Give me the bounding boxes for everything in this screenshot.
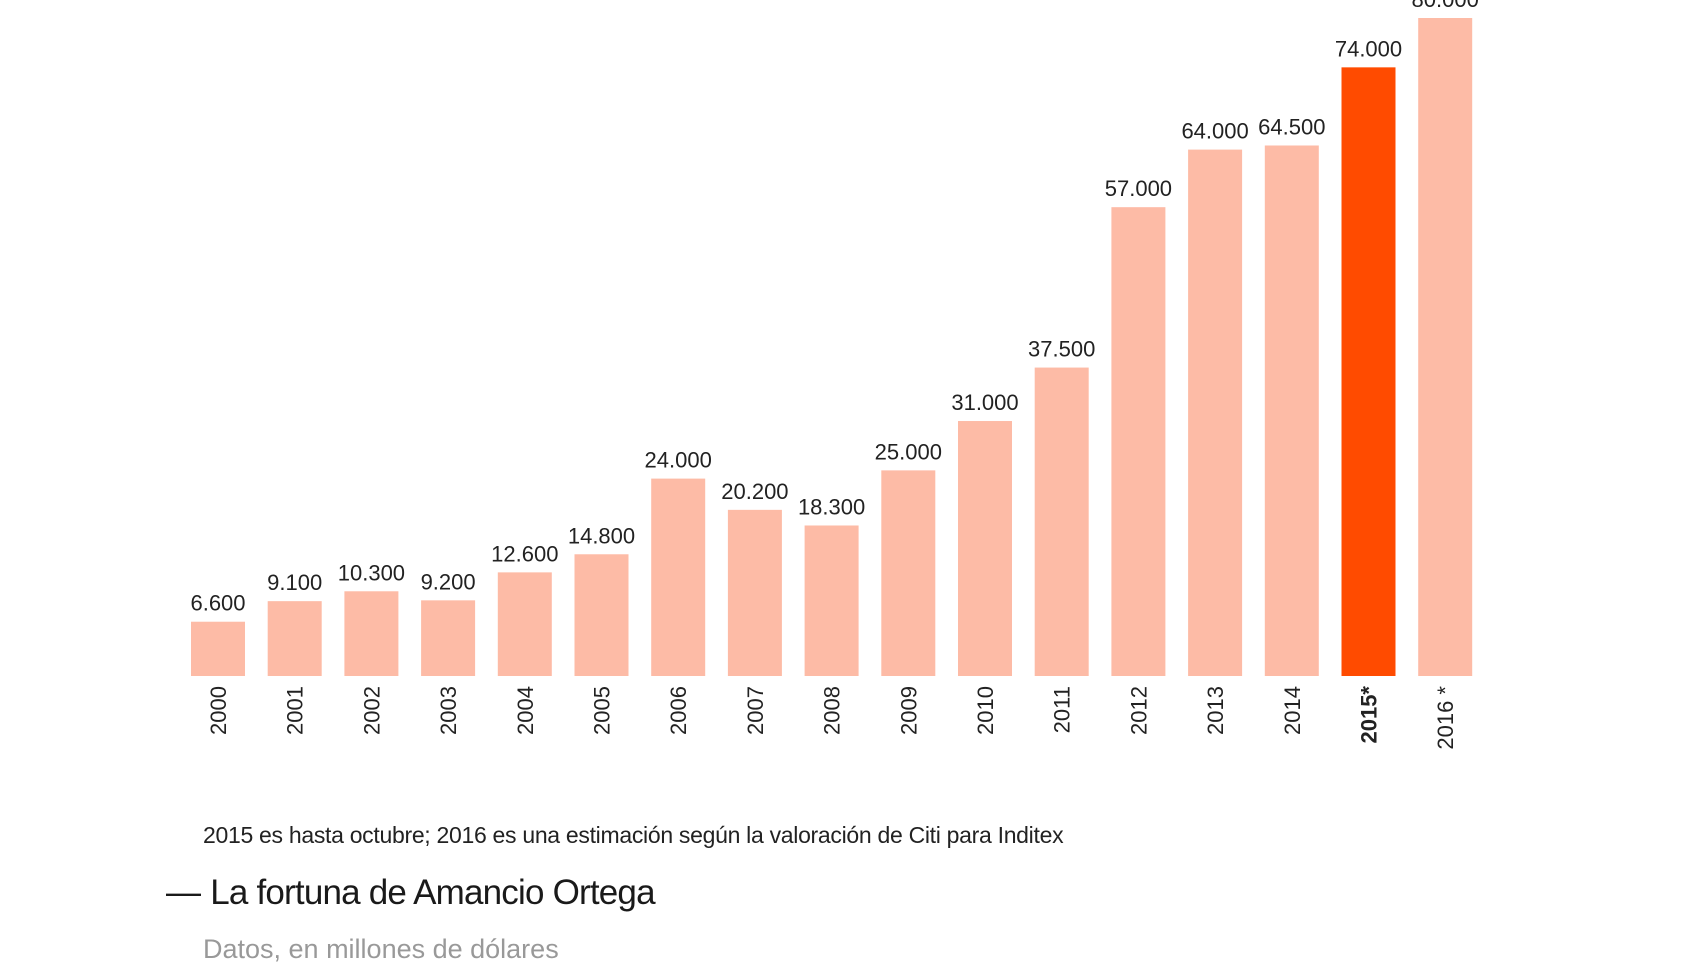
data-label: 64.500 (1258, 114, 1325, 139)
bar-2004 (497, 572, 552, 676)
bar-chart: 6.600 2000 9.100 2001 10.300 2002 9.200 2003 12.… (190, 0, 1479, 750)
bar-2012 (1111, 207, 1166, 677)
bar-2013 (1188, 149, 1243, 677)
data-label: 14.800 (568, 523, 635, 548)
x-tick-label: 2016 * (1433, 686, 1458, 750)
data-label: 57.000 (1105, 176, 1172, 201)
bar-2014 (1264, 145, 1319, 677)
data-label: 20.200 (721, 479, 788, 504)
bar-2001 (267, 601, 322, 676)
x-tick-label: 2007 (743, 686, 768, 735)
data-label: 18.300 (798, 494, 865, 519)
data-label: 25.000 (875, 439, 942, 464)
data-label: 12.600 (491, 541, 558, 566)
data-label: 64.000 (1181, 119, 1248, 144)
bar-2000 (191, 621, 245, 676)
data-label: 6.600 (190, 591, 245, 616)
x-tick-label: 2015* (1357, 686, 1382, 744)
chart-title-text: La fortuna de Amancio Ortega (210, 873, 655, 912)
bar-2008 (804, 525, 859, 676)
x-tick-label: 2011 (1050, 686, 1075, 733)
x-tick-label: 2003 (436, 686, 461, 735)
bar-2009 (881, 470, 936, 676)
x-tick-label: 2001 (283, 686, 308, 735)
bar-2016 (1418, 18, 1473, 676)
chart-title: — La fortuna de Amancio Ortega (166, 873, 656, 913)
x-tick-label: 2014 (1280, 686, 1305, 735)
x-tick-label: 2002 (359, 686, 384, 735)
bar-2002 (344, 591, 399, 676)
x-tick-label: 2006 (666, 686, 691, 735)
bar-2015 (1341, 67, 1396, 677)
data-label: 9.100 (267, 570, 322, 595)
title-dash-icon: — (166, 873, 201, 912)
bar-2005 (574, 554, 629, 676)
chart-subtitle: Datos, en millones de dólares (203, 934, 559, 964)
x-tick-label: 2000 (206, 686, 231, 735)
x-tick-label: 2008 (820, 686, 845, 735)
x-tick-label: 2005 (590, 686, 615, 735)
x-tick-label: 2010 (973, 686, 998, 735)
data-label: 74.000 (1335, 36, 1402, 61)
data-label: 9.200 (421, 569, 476, 594)
chart-note: 2015 es hasta octubre; 2016 es una estim… (203, 822, 1064, 848)
data-label: 31.000 (951, 390, 1018, 415)
data-label: 24.000 (645, 448, 712, 473)
x-tick-label: 2004 (513, 686, 538, 735)
data-label: 80.000 (1412, 0, 1479, 12)
bar-2006 (651, 478, 706, 676)
bar-2010 (958, 421, 1012, 676)
x-tick-label: 2012 (1126, 686, 1151, 735)
bar-2007 (727, 509, 782, 676)
data-label: 10.300 (338, 560, 405, 585)
bar-2003 (421, 600, 476, 676)
x-tick-label: 2009 (896, 686, 921, 735)
x-tick-label: 2013 (1203, 686, 1228, 735)
data-label: 37.500 (1028, 337, 1095, 362)
bar-2011 (1034, 367, 1089, 676)
